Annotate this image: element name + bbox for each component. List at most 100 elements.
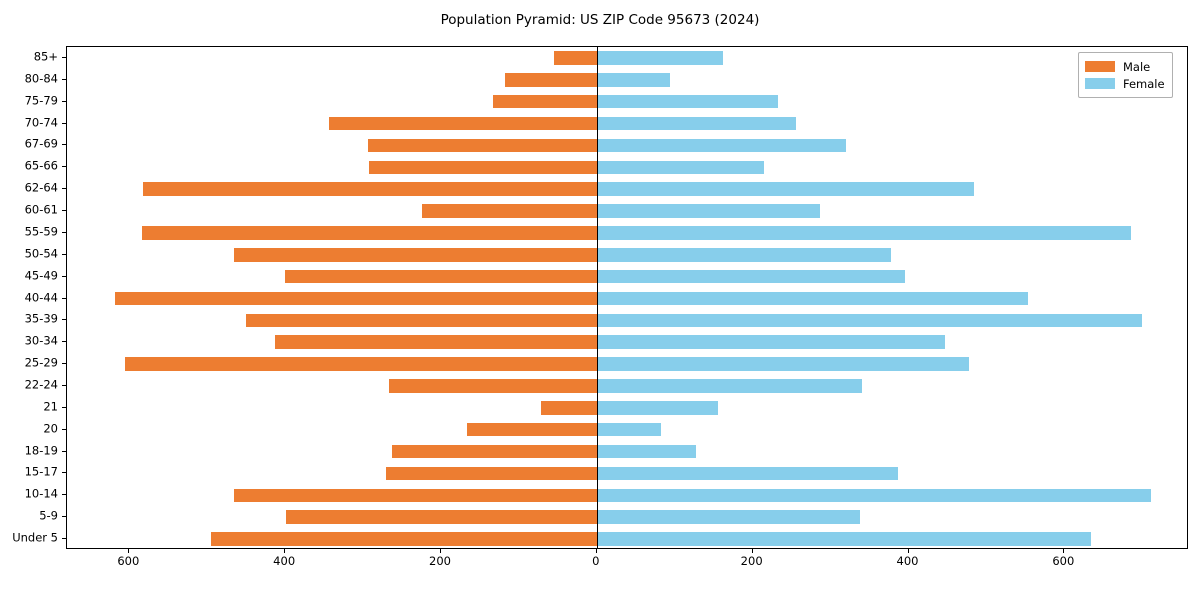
bar-row [67, 160, 1187, 175]
y-tick-label: 65-66 [24, 158, 58, 173]
bar-female [596, 313, 1143, 328]
y-tick-label: 67-69 [24, 136, 58, 151]
y-tick-label: 35-39 [24, 311, 58, 326]
y-tick-mark [62, 253, 66, 255]
bar-female [596, 94, 778, 109]
bar-row [67, 444, 1187, 459]
y-tick-label: 45-49 [24, 267, 58, 282]
bar-row [67, 466, 1187, 481]
y-tick-label: 15-17 [24, 464, 58, 479]
x-tick-mark [751, 549, 753, 553]
bar-male [275, 335, 597, 349]
y-tick-label: 21 [43, 399, 58, 414]
y-tick-mark [62, 188, 66, 190]
y-tick-label: 22-24 [24, 377, 58, 392]
legend-swatch-icon [1085, 61, 1115, 72]
y-tick-label: 10-14 [24, 486, 58, 501]
y-tick-mark [62, 319, 66, 321]
bars-layer [67, 47, 1187, 548]
y-tick-mark [62, 450, 66, 452]
y-tick-label: 75-79 [24, 92, 58, 107]
bar-male [328, 116, 597, 131]
legend-item[interactable]: Female [1085, 75, 1165, 92]
bar-female [596, 422, 661, 437]
y-tick-mark [62, 341, 66, 343]
y-tick-mark [62, 231, 66, 233]
x-tick-label: 600 [1052, 554, 1075, 568]
bar-female [596, 401, 718, 415]
y-tick-label: 40-44 [24, 289, 58, 304]
y-tick-label: 62-64 [24, 180, 58, 195]
bar-male [233, 488, 597, 503]
bar-female [596, 510, 861, 524]
y-tick-mark [62, 494, 66, 496]
bar-row [67, 357, 1187, 371]
bar-female [596, 444, 696, 459]
y-tick-mark [62, 384, 66, 386]
bar-male [285, 269, 597, 284]
bar-row [67, 335, 1187, 349]
y-tick-mark [62, 78, 66, 80]
y-tick-mark [62, 100, 66, 102]
bar-male [246, 313, 597, 328]
bar-female [596, 138, 847, 153]
y-tick-mark [62, 166, 66, 168]
x-axis-ticks: 600 400 200 0 200 400 600 [66, 549, 1188, 575]
legend-swatch-icon [1085, 78, 1115, 89]
bar-male [386, 466, 597, 481]
legend-label: Male [1123, 59, 1151, 74]
y-tick-label: 50-54 [24, 246, 58, 260]
y-tick-mark [62, 297, 66, 299]
y-tick-label: 55-59 [24, 224, 58, 239]
y-axis-labels: 85+ 80-84 75-79 70-74 67-69 65-66 62-64 60-61 55… [0, 46, 58, 549]
bar-male [553, 51, 597, 65]
x-tick-mark [1063, 549, 1065, 553]
x-tick-label: 600 [117, 554, 140, 568]
bar-row [67, 401, 1187, 415]
y-tick-mark [62, 275, 66, 277]
bar-male [141, 226, 597, 240]
x-tick-label: 0 [592, 554, 600, 568]
bar-female [596, 488, 1151, 503]
chart-legend: Male Female [1078, 52, 1173, 98]
bar-row [67, 422, 1187, 437]
y-tick-label: 30-34 [24, 333, 58, 348]
bar-male [125, 357, 597, 371]
y-tick-mark [62, 56, 66, 58]
legend-item[interactable]: Male [1085, 58, 1165, 75]
bar-female [596, 335, 946, 349]
bar-female [596, 160, 765, 175]
bar-male [422, 204, 597, 218]
bar-female [596, 116, 796, 131]
bar-female [596, 182, 974, 196]
bar-row [67, 269, 1187, 284]
bar-female [596, 532, 1091, 546]
bar-female [596, 379, 862, 393]
y-tick-mark [62, 144, 66, 146]
y-tick-mark [62, 538, 66, 540]
y-tick-mark [62, 210, 66, 212]
bar-female [596, 51, 724, 65]
bar-row [67, 51, 1187, 65]
bar-female [596, 226, 1131, 240]
zero-axis-line [596, 47, 598, 548]
bar-row [67, 226, 1187, 240]
x-tick-label: 400 [896, 554, 919, 568]
y-tick-label: 20 [43, 420, 58, 435]
bar-male [466, 422, 597, 437]
bar-row [67, 116, 1187, 131]
x-tick-label: 200 [429, 554, 451, 568]
y-tick-mark [62, 472, 66, 474]
bar-male [211, 532, 597, 546]
bar-row [67, 73, 1187, 87]
y-tick-mark [62, 516, 66, 518]
x-tick-mark [284, 549, 286, 553]
bar-male [388, 379, 597, 393]
bar-male [115, 291, 597, 306]
y-tick-label: 80-84 [24, 71, 58, 86]
y-tick-label: 60-61 [24, 202, 58, 217]
y-tick-mark [62, 406, 66, 408]
bar-row [67, 532, 1187, 546]
bar-male [368, 160, 597, 175]
